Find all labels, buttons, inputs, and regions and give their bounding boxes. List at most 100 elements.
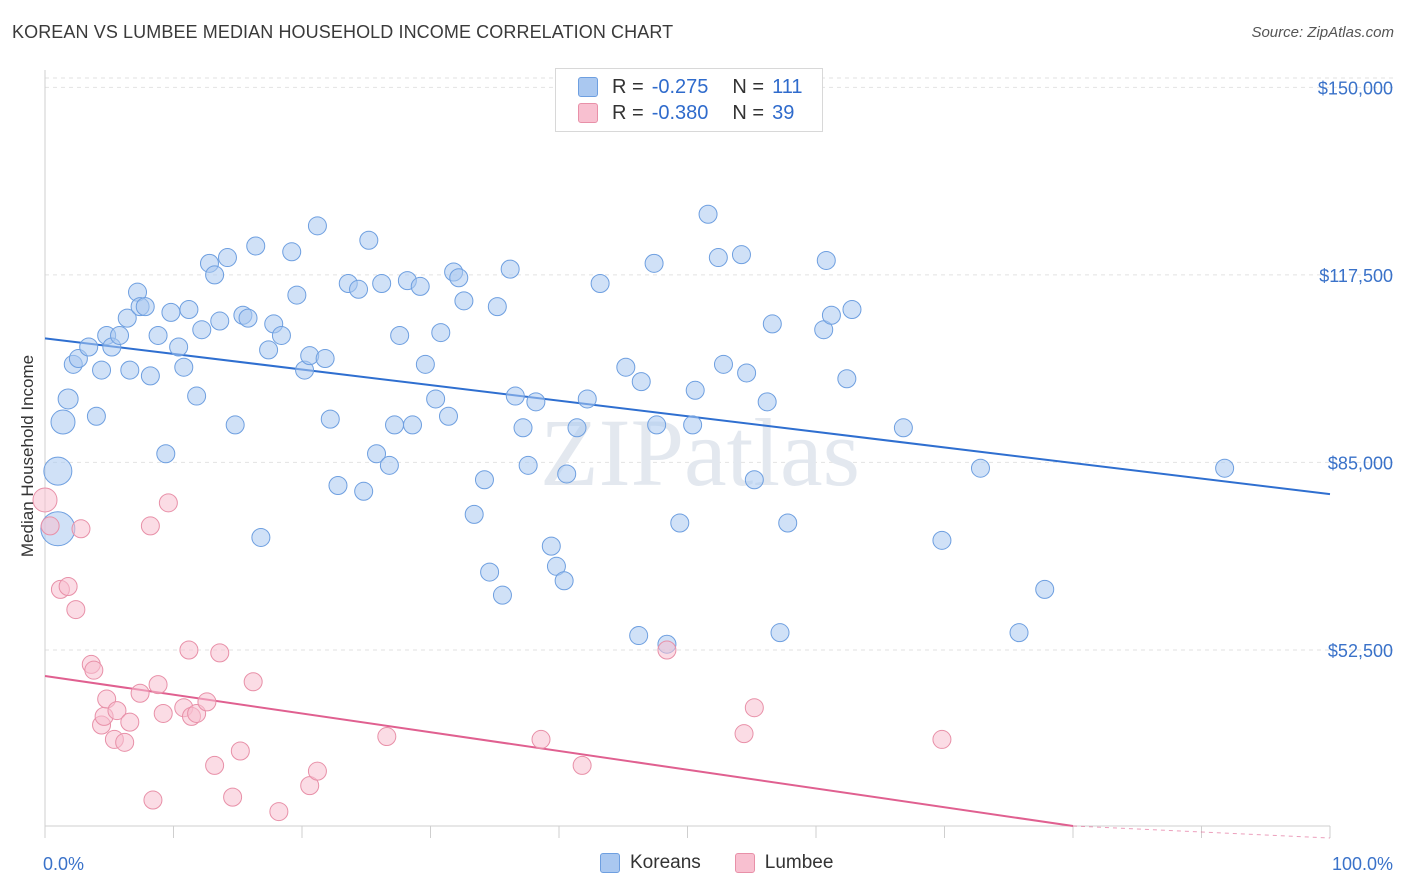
koreans-r-value: -0.275 (651, 75, 709, 98)
koreans-point (179, 299, 199, 319)
lumbee-point (84, 660, 104, 680)
koreans-point (140, 366, 160, 386)
koreans-point (590, 274, 610, 294)
koreans-point (415, 354, 435, 374)
koreans-point (120, 360, 140, 380)
lumbee-point (744, 698, 764, 718)
koreans-point (837, 369, 857, 389)
koreans-point (500, 259, 520, 279)
koreans-point (513, 418, 533, 438)
koreans-point (174, 357, 194, 377)
y-tick-labels: $150,000 $117,500 $85,000 $52,500 (1318, 78, 1393, 661)
lumbee-swatch (578, 103, 598, 123)
legend-row-lumbee: R = -0.380 N = 39 (578, 100, 794, 126)
legend-item-lumbee[interactable]: Lumbee (734, 852, 833, 874)
x-tick-label-max: 100.0% (1332, 854, 1393, 874)
koreans-point (307, 216, 327, 236)
koreans-point (238, 308, 258, 328)
koreans-point (259, 340, 279, 360)
y-tick-label: $117,500 (1319, 266, 1393, 286)
koreans-point (403, 415, 423, 435)
lumbee-point (158, 493, 178, 513)
koreans-legend-label: Koreans (630, 852, 701, 873)
koreans-point (210, 311, 230, 331)
koreans-n-label: N = (732, 75, 765, 98)
koreans-point (778, 513, 798, 533)
stats-legend: R = -0.275 N = 111 R = -0.380 N = 39 (555, 68, 823, 132)
koreans-point (117, 308, 137, 328)
koreans-point (282, 242, 302, 262)
koreans-point (187, 386, 207, 406)
koreans-point (683, 415, 703, 435)
lumbee-point (657, 640, 677, 660)
lumbee-point (572, 755, 592, 775)
lumbee-trend-extension (1072, 825, 1331, 839)
lumbee-point (243, 672, 263, 692)
y-tick-label: $150,000 (1318, 78, 1393, 98)
koreans-point (192, 320, 212, 340)
lumbee-point (734, 724, 754, 744)
koreans-point (629, 626, 649, 646)
lumbee-point (130, 683, 150, 703)
chart-title: KOREAN VS LUMBEE MEDIAN HOUSEHOLD INCOME… (12, 22, 674, 42)
koreans-point (526, 392, 546, 412)
koreans-point (480, 562, 500, 582)
koreans-point (110, 325, 130, 345)
legend-item-koreans[interactable]: Koreans (600, 852, 701, 874)
koreans-point (644, 253, 664, 273)
koreans-point (454, 291, 474, 311)
lumbee-point (230, 741, 250, 761)
lumbee-r-value: -0.380 (651, 101, 709, 124)
koreans-point (492, 585, 512, 605)
koreans-point (148, 325, 168, 345)
axes (44, 70, 1331, 838)
koreans-point (737, 363, 757, 383)
koreans-point (744, 470, 764, 490)
koreans-point (464, 504, 484, 524)
data-points (32, 204, 1235, 822)
koreans-point (685, 380, 705, 400)
koreans-point (438, 406, 458, 426)
koreans-trend-line (44, 337, 1331, 496)
koreans-r-label: R = (612, 75, 644, 98)
lumbee-n-value: 39 (772, 101, 795, 124)
koreans-point (205, 265, 225, 285)
koreans-legend-swatch (600, 853, 620, 873)
lumbee-point (143, 790, 163, 810)
koreans-point (554, 571, 574, 591)
koreans-point (320, 409, 340, 429)
lumbee-point (153, 703, 173, 723)
koreans-point (647, 415, 667, 435)
koreans-point (631, 372, 651, 392)
series-legend: Koreans Lumbee (600, 852, 867, 874)
koreans-point (505, 386, 525, 406)
lumbee-point (197, 692, 217, 712)
lumbee-point (148, 675, 168, 695)
koreans-point (577, 389, 597, 409)
lumbee-point (140, 516, 160, 536)
koreans-point (842, 299, 862, 319)
koreans-point (557, 464, 577, 484)
koreans-point (367, 444, 387, 464)
koreans-point (287, 285, 307, 305)
y-tick-label: $52,500 (1328, 641, 1393, 661)
koreans-point (567, 418, 587, 438)
koreans-point (970, 458, 990, 478)
koreans-point (816, 250, 836, 270)
lumbee-point (269, 802, 289, 822)
koreans-point (426, 389, 446, 409)
koreans-point (169, 337, 189, 357)
koreans-point (390, 325, 410, 345)
koreans-point (379, 455, 399, 475)
koreans-point (1215, 458, 1235, 478)
koreans-swatch (578, 77, 598, 97)
koreans-point (821, 305, 841, 325)
koreans-point (246, 236, 266, 256)
lumbee-point (307, 761, 327, 781)
lumbee-point (40, 516, 60, 536)
legend-row-koreans: R = -0.275 N = 111 (578, 74, 803, 100)
koreans-point (449, 268, 469, 288)
koreans-point (328, 476, 348, 496)
lumbee-r-label: R = (612, 101, 644, 124)
